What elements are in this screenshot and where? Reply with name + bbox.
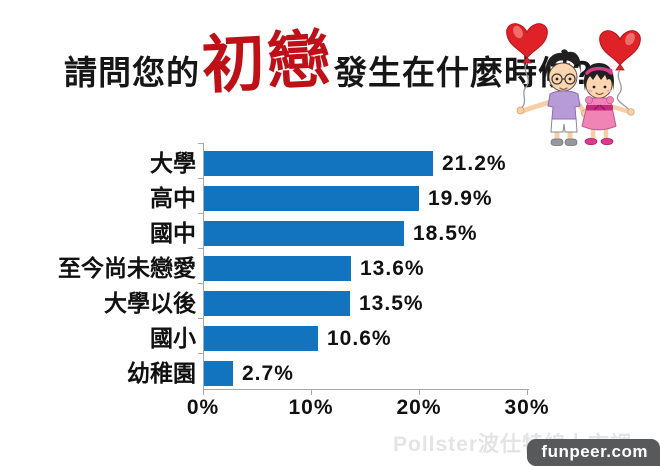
boy-figure xyxy=(516,49,588,146)
category-label: 高中 xyxy=(150,185,196,211)
x-axis-label: 10% xyxy=(288,396,334,419)
y-axis-tick xyxy=(198,143,203,144)
bar xyxy=(204,361,233,386)
category-label: 至今尚未戀愛 xyxy=(58,255,196,281)
bar xyxy=(204,291,350,316)
category-label: 幼稚園 xyxy=(127,360,196,386)
x-axis-label: 20% xyxy=(396,396,442,419)
bar xyxy=(204,326,318,351)
y-axis-tick xyxy=(198,318,203,319)
y-axis-tick xyxy=(198,353,203,354)
category-label: 大學以後 xyxy=(104,290,196,316)
value-label: 18.5% xyxy=(413,222,478,245)
value-label: 19.9% xyxy=(428,187,493,210)
bar xyxy=(204,186,419,211)
x-axis-tick xyxy=(203,389,204,395)
value-label: 13.5% xyxy=(359,292,424,315)
x-axis-label: 0% xyxy=(186,396,220,419)
x-axis-tick xyxy=(419,389,420,395)
y-axis-tick xyxy=(198,248,203,249)
children-heart-balloons-illustration xyxy=(506,23,641,146)
bar xyxy=(204,151,433,176)
x-axis-label: 30% xyxy=(504,396,550,419)
x-axis-tick xyxy=(311,389,312,395)
value-label: 2.7% xyxy=(242,362,294,385)
y-axis-line xyxy=(203,143,204,389)
y-axis-tick xyxy=(198,178,203,179)
value-label: 13.6% xyxy=(360,257,425,280)
x-axis-tick xyxy=(527,389,528,395)
girl-figure xyxy=(581,63,635,146)
category-label: 國中 xyxy=(150,220,196,246)
value-label: 10.6% xyxy=(327,327,392,350)
y-axis-tick xyxy=(198,283,203,284)
bar xyxy=(204,221,404,246)
category-label: 國小 xyxy=(150,325,196,351)
heart-balloon-left xyxy=(506,23,548,110)
y-axis-tick xyxy=(198,213,203,214)
category-label: 大學 xyxy=(150,150,196,176)
value-label: 21.2% xyxy=(442,152,507,175)
x-axis-line xyxy=(203,389,529,390)
funpeer-badge: funpeer.com xyxy=(527,439,660,466)
title-prefix: 請問您的 xyxy=(64,54,200,91)
heart-balloon-right xyxy=(599,30,641,112)
bar xyxy=(204,256,351,281)
